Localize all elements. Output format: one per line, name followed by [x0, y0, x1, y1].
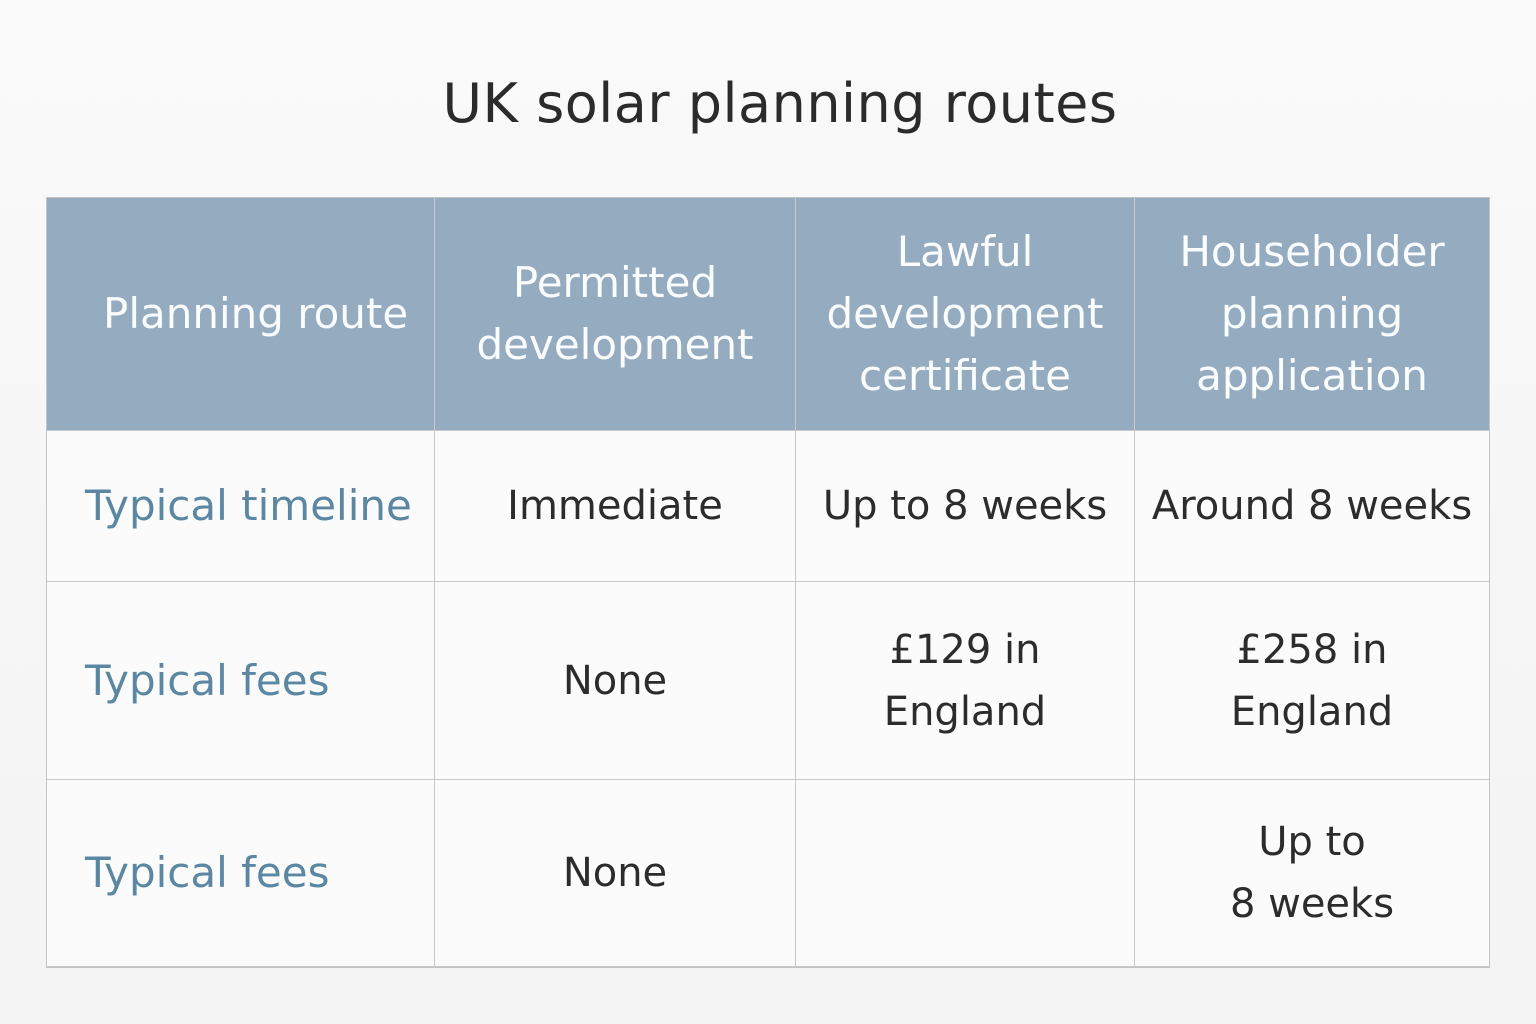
- page-title: UK solar planning routes: [442, 72, 1118, 135]
- table-cell: [796, 780, 1135, 967]
- row-label-timeline: Typical timeline: [47, 431, 435, 582]
- table-cell: Up to 8 weeks: [796, 431, 1135, 582]
- table-cell: £129 in England: [796, 582, 1135, 780]
- table-cell: Immediate: [435, 431, 796, 582]
- table-cell: None: [435, 582, 796, 780]
- header-permitted-development: Permitted development: [435, 198, 796, 431]
- header-householder-planning-application: Householder planning application: [1135, 198, 1489, 431]
- row-label-fees: Typical fees: [47, 582, 435, 780]
- table-cell: £258 in England: [1135, 582, 1489, 780]
- planning-routes-table: Planning route Permitted development Law…: [46, 197, 1490, 968]
- table-cell: Around 8 weeks: [1135, 431, 1489, 582]
- table-cell: Up to 8 weeks: [1135, 780, 1489, 967]
- row-label-fees-2: Typical fees: [47, 780, 435, 967]
- header-planning-route: Planning route: [47, 198, 435, 431]
- header-lawful-development-certificate: Lawful development certificate: [796, 198, 1135, 431]
- table-cell: None: [435, 780, 796, 967]
